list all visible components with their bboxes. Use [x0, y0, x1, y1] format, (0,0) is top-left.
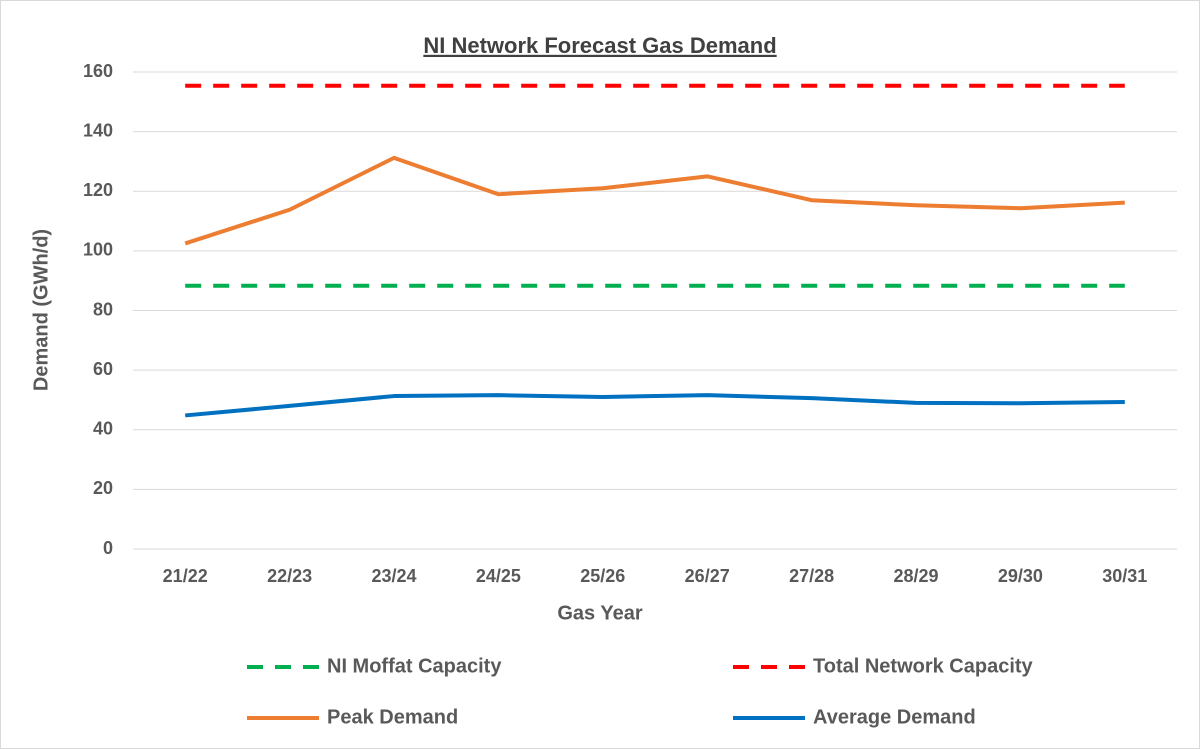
x-tick-label: 21/22 — [163, 566, 208, 586]
x-tick-label: 30/31 — [1102, 566, 1147, 586]
chart-title: NI Network Forecast Gas Demand — [423, 33, 776, 58]
y-tick-label: 80 — [93, 299, 113, 319]
series-line — [185, 393, 1125, 418]
legend-label: Total Network Capacity — [813, 655, 1034, 677]
legend-label: Peak Demand — [327, 706, 458, 728]
y-tick-label: 60 — [93, 359, 113, 379]
y-tick-label: 160 — [83, 61, 113, 81]
y-tick-label: 40 — [93, 419, 113, 439]
x-tick-label: 22/23 — [267, 566, 312, 586]
y-tick-label: 0 — [103, 538, 113, 558]
y-tick-label: 140 — [83, 120, 113, 140]
x-tick-label: 23/24 — [371, 566, 416, 586]
x-tick-label: 27/28 — [789, 566, 834, 586]
y-tick-label: 20 — [93, 478, 113, 498]
x-tick-label: 25/26 — [580, 566, 625, 586]
x-tick-label: 26/27 — [685, 566, 730, 586]
y-tick-label: 120 — [83, 180, 113, 200]
x-tick-label: 29/30 — [998, 566, 1043, 586]
legend-label: Average Demand — [813, 706, 976, 728]
legend-label: NI Moffat Capacity — [327, 655, 502, 677]
x-tick-label: 24/25 — [476, 566, 521, 586]
x-tick-label: 28/29 — [893, 566, 938, 586]
x-axis-label: Gas Year — [557, 602, 642, 624]
y-tick-label: 100 — [83, 240, 113, 260]
y-axis-label: Demand (GWh/d) — [30, 229, 52, 391]
series-line — [184, 155, 1125, 246]
